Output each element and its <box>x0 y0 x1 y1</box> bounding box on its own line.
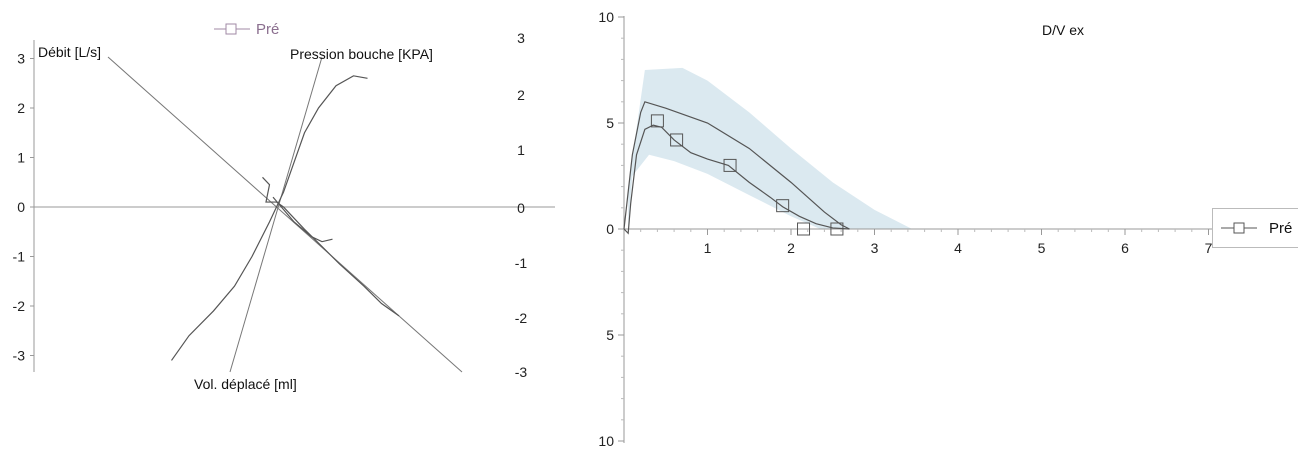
diagonal-line-2 <box>229 56 323 373</box>
legend-right: Pré <box>1212 208 1298 248</box>
right-tick-label: -3 <box>515 364 528 380</box>
x-tick-label: 7 <box>1205 240 1213 256</box>
y-tick-label: 0 <box>606 221 614 237</box>
left-axis-label: Débit [L/s] <box>38 44 102 60</box>
x-tick-label: 6 <box>1121 240 1129 256</box>
series-line-2 <box>171 75 368 361</box>
left-tick-label: 0 <box>17 199 25 215</box>
y-tick-label: 5 <box>606 115 614 131</box>
legend-label: Pré <box>256 20 280 38</box>
y-tick-label: 5 <box>606 327 614 343</box>
right-tick-label: 1 <box>517 142 525 158</box>
left-tick-label: 1 <box>17 150 25 166</box>
right-tick-label: 2 <box>517 87 525 103</box>
data-marker <box>723 158 737 172</box>
right-axis-label: Pression bouche [KPA] <box>290 46 433 62</box>
x-tick-label: 5 <box>1038 240 1046 256</box>
left-tick-label: -3 <box>13 348 26 364</box>
left-tick-label: -1 <box>13 249 26 265</box>
legend-label: Pré <box>1269 219 1293 237</box>
right-tick-label: 3 <box>517 30 525 46</box>
y-tick-label: 10 <box>598 9 614 25</box>
series-line-3 <box>272 196 333 243</box>
right-tick-label: 0 <box>517 200 525 216</box>
flow-pressure-volume-chart: 3 2 1 0 -1 -2 -3 3 2 1 0 -1 -2 -3 <box>13 30 555 380</box>
normal-range-band <box>628 67 913 229</box>
left-tick-label: 2 <box>17 100 25 116</box>
series-line-predicted <box>623 101 850 230</box>
right-tick-label: -2 <box>515 310 528 326</box>
x-tick-label: 4 <box>954 240 962 256</box>
right-tick-label: -1 <box>515 255 528 271</box>
x-tick-label: 2 <box>787 240 795 256</box>
left-tick-label: -2 <box>13 298 26 314</box>
diagonal-axis-label: Vol. déplacé [ml] <box>194 376 297 392</box>
y-tick-label: 10 <box>598 433 614 449</box>
data-marker <box>670 133 684 147</box>
series-line-measured <box>623 124 850 235</box>
x-tick-label: 3 <box>871 240 879 256</box>
data-marker <box>650 114 664 128</box>
x-tick-label: 1 <box>704 240 712 256</box>
legend-top: Pré <box>214 18 279 40</box>
diagonal-line-1 <box>107 56 463 373</box>
chart-title: D/V ex <box>1042 22 1085 38</box>
left-tick-label: 3 <box>17 51 25 67</box>
data-marker <box>797 222 811 236</box>
data-marker <box>830 222 844 236</box>
data-marker <box>776 199 790 213</box>
series-line-1 <box>262 176 400 317</box>
